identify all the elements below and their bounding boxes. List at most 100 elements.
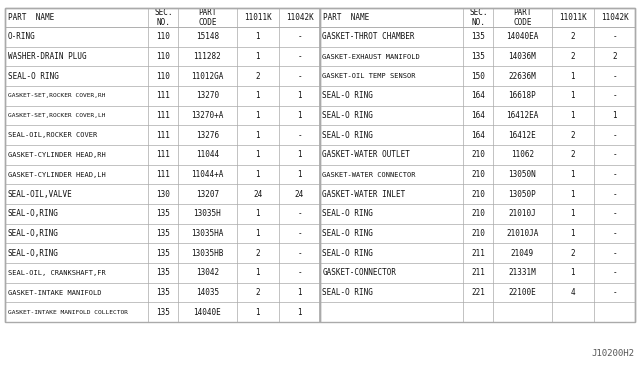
Text: SEC.
NO.: SEC. NO. <box>469 8 488 27</box>
Text: 24: 24 <box>295 190 304 199</box>
Text: GASKET-CONNECTOR: GASKET-CONNECTOR <box>323 268 397 278</box>
Text: 111: 111 <box>156 150 170 160</box>
Text: PART  NAME: PART NAME <box>8 13 54 22</box>
Text: 211: 211 <box>471 249 485 258</box>
Text: -: - <box>612 190 617 199</box>
Text: 1: 1 <box>255 32 260 41</box>
Text: 150: 150 <box>471 72 485 81</box>
Text: 11011K: 11011K <box>559 13 587 22</box>
Text: 11011K: 11011K <box>244 13 271 22</box>
Text: SEAL-O RING: SEAL-O RING <box>323 111 373 120</box>
Text: 1: 1 <box>297 170 302 179</box>
Text: 135: 135 <box>471 52 485 61</box>
Text: 1: 1 <box>297 111 302 120</box>
Text: -: - <box>612 288 617 297</box>
Text: SEAL-O,RING: SEAL-O,RING <box>8 229 58 238</box>
Text: SEAL-OIL,ROCKER COVER: SEAL-OIL,ROCKER COVER <box>8 132 97 138</box>
Text: 110: 110 <box>156 52 170 61</box>
Text: SEAL-O,RING: SEAL-O,RING <box>8 209 58 218</box>
Text: 130: 130 <box>156 190 170 199</box>
Text: 11012GA: 11012GA <box>191 72 223 81</box>
Text: 2: 2 <box>570 32 575 41</box>
Text: 16618P: 16618P <box>509 92 536 100</box>
Text: -: - <box>297 209 302 218</box>
Text: 15148: 15148 <box>196 32 219 41</box>
Text: 111: 111 <box>156 111 170 120</box>
Text: 21049: 21049 <box>511 249 534 258</box>
Text: 1: 1 <box>255 111 260 120</box>
Text: 11042K: 11042K <box>601 13 628 22</box>
Text: 2: 2 <box>612 52 617 61</box>
Text: 210: 210 <box>471 170 485 179</box>
Text: GASKET-WATER INLET: GASKET-WATER INLET <box>323 190 406 199</box>
Text: 2: 2 <box>570 150 575 160</box>
Text: 13042: 13042 <box>196 268 219 278</box>
Text: 135: 135 <box>156 249 170 258</box>
Text: 14040E: 14040E <box>193 308 221 317</box>
Text: GASKET-OIL TEMP SENSOR: GASKET-OIL TEMP SENSOR <box>323 73 416 79</box>
Text: -: - <box>612 32 617 41</box>
Text: GASKET-INTAKE MANIFOLD COLLECTOR: GASKET-INTAKE MANIFOLD COLLECTOR <box>8 310 127 315</box>
Text: 1: 1 <box>297 288 302 297</box>
Text: -: - <box>297 229 302 238</box>
Text: 1: 1 <box>570 72 575 81</box>
Text: 13050N: 13050N <box>509 170 536 179</box>
Text: -: - <box>612 209 617 218</box>
Text: SEC.
NO.: SEC. NO. <box>154 8 173 27</box>
Text: 13270+A: 13270+A <box>191 111 223 120</box>
Text: 1: 1 <box>255 52 260 61</box>
Text: 1: 1 <box>255 308 260 317</box>
Text: O-RING: O-RING <box>8 32 35 41</box>
Text: 11044: 11044 <box>196 150 219 160</box>
Text: 21010JA: 21010JA <box>506 229 539 238</box>
Text: 1: 1 <box>255 209 260 218</box>
Text: 24: 24 <box>253 190 262 199</box>
Text: 111: 111 <box>156 131 170 140</box>
Text: 11042K: 11042K <box>285 13 314 22</box>
Text: 1: 1 <box>255 170 260 179</box>
Text: 2: 2 <box>255 249 260 258</box>
Text: 1: 1 <box>570 229 575 238</box>
Text: GASKET-SET,ROCKER COVER,RH: GASKET-SET,ROCKER COVER,RH <box>8 93 105 99</box>
Text: 1: 1 <box>570 209 575 218</box>
Text: 1: 1 <box>612 111 617 120</box>
Text: 135: 135 <box>156 288 170 297</box>
Text: -: - <box>612 92 617 100</box>
Text: -: - <box>297 32 302 41</box>
Text: 2: 2 <box>570 131 575 140</box>
Text: 221: 221 <box>471 288 485 297</box>
Text: 135: 135 <box>156 209 170 218</box>
Text: GASKET-WATER OUTLET: GASKET-WATER OUTLET <box>323 150 410 160</box>
Text: SEAL-O RING: SEAL-O RING <box>323 209 373 218</box>
Text: -: - <box>297 131 302 140</box>
Text: PART
CODE: PART CODE <box>513 8 532 27</box>
Text: -: - <box>612 170 617 179</box>
Text: SEAL-O RING: SEAL-O RING <box>323 249 373 258</box>
Text: 16412EA: 16412EA <box>506 111 539 120</box>
Text: PART  NAME: PART NAME <box>323 13 369 22</box>
Bar <box>5 8 320 322</box>
Text: SEAL-O RING: SEAL-O RING <box>323 229 373 238</box>
Text: 11062: 11062 <box>511 150 534 160</box>
Text: 11044+A: 11044+A <box>191 170 223 179</box>
Text: 4: 4 <box>570 288 575 297</box>
Text: SEAL-O,RING: SEAL-O,RING <box>8 249 58 258</box>
Text: 2: 2 <box>570 249 575 258</box>
Text: 16412E: 16412E <box>509 131 536 140</box>
Text: -: - <box>297 268 302 278</box>
Text: 1: 1 <box>255 131 260 140</box>
Text: 164: 164 <box>471 111 485 120</box>
Text: 135: 135 <box>156 268 170 278</box>
Text: 111: 111 <box>156 170 170 179</box>
Text: GASKET-INTAKE MANIFOLD: GASKET-INTAKE MANIFOLD <box>8 289 101 295</box>
Text: -: - <box>612 131 617 140</box>
Text: 21331M: 21331M <box>509 268 536 278</box>
Text: 211: 211 <box>471 268 485 278</box>
Text: -: - <box>297 72 302 81</box>
Text: 1: 1 <box>570 111 575 120</box>
Text: -: - <box>297 52 302 61</box>
Text: 1: 1 <box>255 150 260 160</box>
Text: 1: 1 <box>297 92 302 100</box>
Text: -: - <box>612 268 617 278</box>
Text: 13035HA: 13035HA <box>191 229 223 238</box>
